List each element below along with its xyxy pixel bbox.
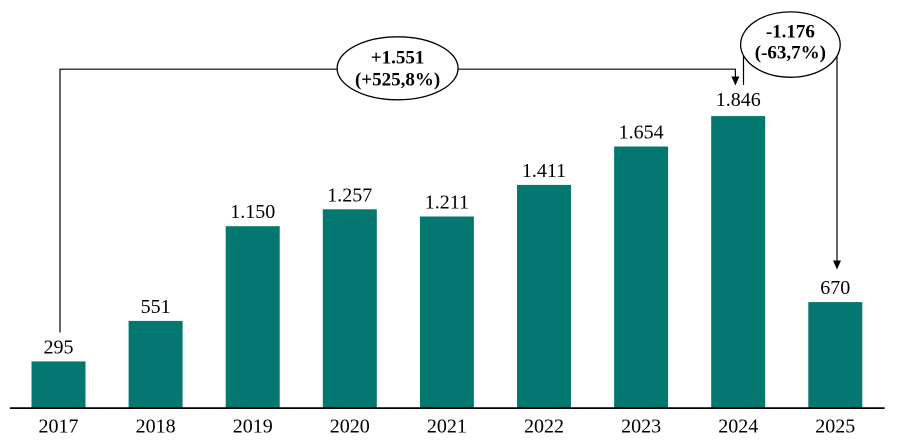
svg-text:2021: 2021	[427, 416, 467, 438]
svg-text:-1.176: -1.176	[766, 22, 815, 43]
svg-text:1.654: 1.654	[619, 122, 664, 144]
svg-text:1.846: 1.846	[716, 89, 761, 111]
svg-text:295: 295	[44, 336, 74, 358]
svg-text:1.257: 1.257	[327, 184, 372, 206]
svg-text:670: 670	[820, 277, 850, 299]
svg-text:2020: 2020	[330, 416, 370, 438]
svg-text:+1.551: +1.551	[371, 47, 425, 68]
svg-text:551: 551	[141, 296, 171, 318]
svg-text:2023: 2023	[621, 416, 661, 438]
svg-text:1.150: 1.150	[230, 201, 275, 223]
svg-text:(-63,7%): (-63,7%)	[755, 43, 826, 64]
svg-text:1.211: 1.211	[425, 192, 469, 214]
svg-text:2024: 2024	[718, 416, 758, 438]
svg-text:2025: 2025	[815, 416, 855, 438]
svg-text:2022: 2022	[524, 416, 564, 438]
svg-text:2017: 2017	[39, 416, 79, 438]
svg-text:1.411: 1.411	[522, 160, 566, 182]
svg-text:(+525,8%): (+525,8%)	[355, 70, 440, 91]
svg-text:2018: 2018	[136, 416, 176, 438]
svg-text:2019: 2019	[233, 416, 273, 438]
